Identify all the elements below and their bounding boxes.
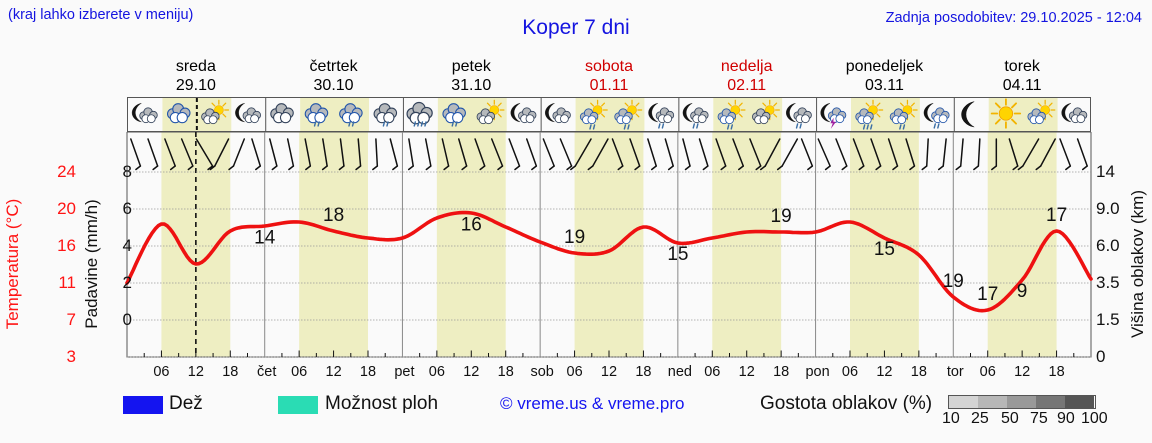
svg-text:12: 12	[188, 364, 204, 380]
svg-text:18: 18	[222, 364, 238, 380]
svg-text:12: 12	[739, 364, 755, 380]
svg-text:18: 18	[635, 364, 651, 380]
svg-text:06: 06	[291, 364, 307, 380]
svg-text:06: 06	[429, 364, 445, 380]
svg-text:18: 18	[773, 364, 789, 380]
svg-text:06: 06	[704, 364, 720, 380]
svg-text:sob: sob	[530, 364, 553, 380]
svg-text:12: 12	[1014, 364, 1030, 380]
svg-text:18: 18	[360, 364, 376, 380]
svg-text:pet: pet	[394, 364, 414, 380]
svg-text:06: 06	[980, 364, 996, 380]
svg-text:18: 18	[1049, 364, 1065, 380]
svg-text:tor: tor	[947, 364, 964, 380]
svg-text:12: 12	[463, 364, 479, 380]
svg-text:19: 19	[771, 206, 792, 227]
svg-text:06: 06	[842, 364, 858, 380]
svg-text:15: 15	[874, 239, 895, 260]
svg-text:9: 9	[1017, 281, 1028, 302]
svg-text:19: 19	[564, 227, 585, 248]
svg-text:18: 18	[498, 364, 514, 380]
svg-text:06: 06	[567, 364, 583, 380]
svg-text:14: 14	[254, 228, 276, 249]
svg-text:pon: pon	[805, 364, 829, 380]
svg-text:06: 06	[153, 364, 169, 380]
svg-text:17: 17	[1046, 205, 1067, 226]
svg-text:15: 15	[667, 244, 688, 265]
svg-text:12: 12	[876, 364, 892, 380]
svg-text:12: 12	[326, 364, 342, 380]
svg-text:ned: ned	[668, 364, 692, 380]
svg-text:čet: čet	[257, 364, 276, 380]
svg-text:19: 19	[943, 271, 964, 292]
svg-text:18: 18	[911, 364, 927, 380]
svg-text:18: 18	[323, 205, 344, 226]
svg-text:12: 12	[601, 364, 617, 380]
svg-text:17: 17	[977, 284, 998, 305]
svg-text:16: 16	[461, 214, 482, 235]
